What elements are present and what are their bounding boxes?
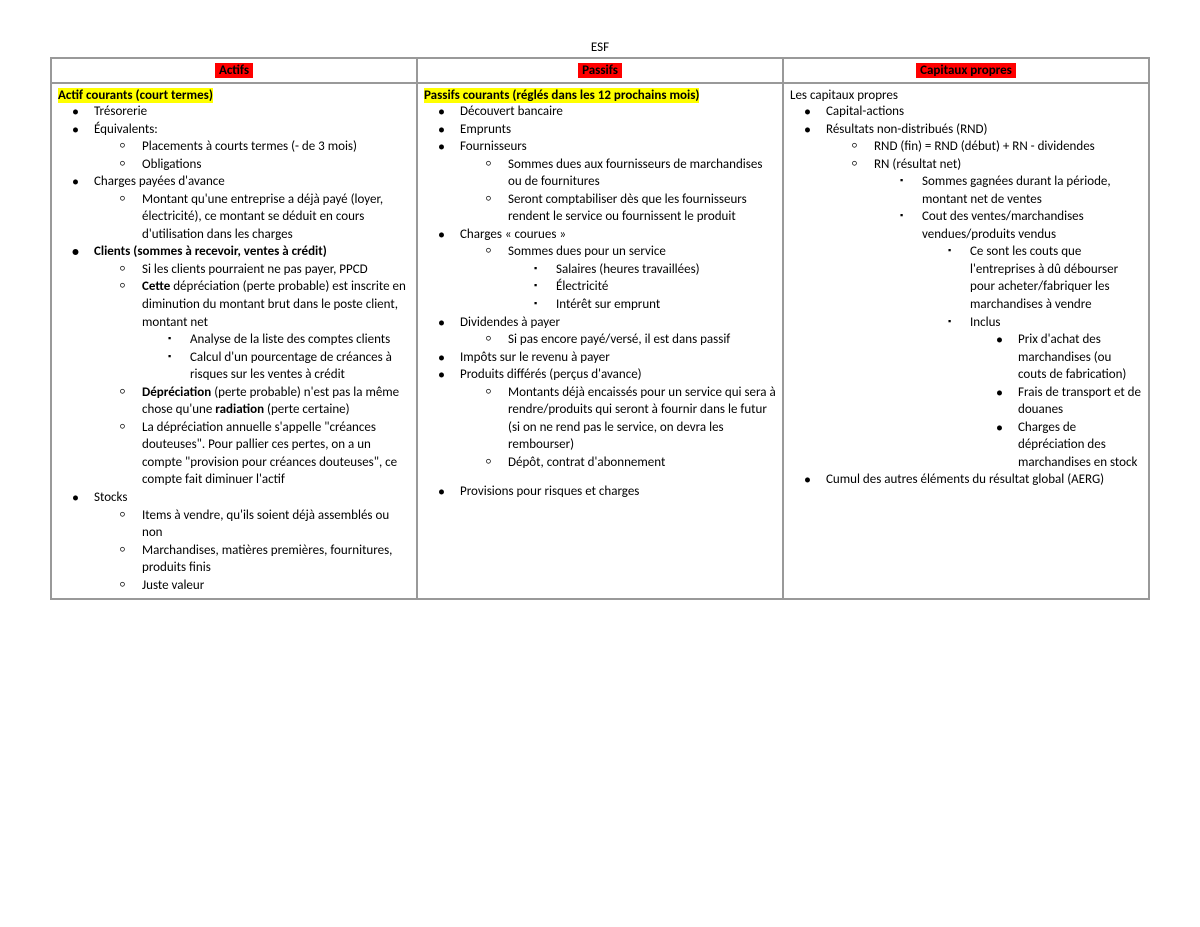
list-item: Fournisseurs — [460, 138, 776, 156]
list-item: Électricité — [556, 278, 776, 296]
list-item: Sommes dues pour un service — [508, 243, 776, 261]
capitaux-header: Capitaux propres — [916, 63, 1016, 78]
actifs-body: Actif courants (court termes) Trésorerie… — [51, 83, 417, 599]
list-item: Stocks — [94, 489, 410, 507]
list-item: Marchandises, matières premières, fourni… — [142, 542, 410, 577]
capitaux-section-title: Les capitaux propres — [790, 88, 898, 103]
list-item: Cumul des autres éléments du résultat gl… — [826, 471, 1142, 489]
list-item: Si pas encore payé/versé, il est dans pa… — [508, 331, 776, 349]
list-item: Résultats non-distribués (RND) — [826, 121, 1142, 139]
list-item: Montant qu'une entreprise a déjà payé (l… — [142, 191, 410, 244]
list-item: Dividendes à payer — [460, 314, 776, 332]
list-item: Trésorerie — [94, 103, 410, 121]
passifs-header: Passifs — [578, 63, 622, 78]
capitaux-header-cell: Capitaux propres — [783, 58, 1149, 83]
passifs-header-cell: Passifs — [417, 58, 783, 83]
list-item: Juste valeur — [142, 577, 410, 595]
list-item: Ce sont les couts que l'entreprises à dû… — [970, 243, 1142, 313]
list-item: Découvert bancaire — [460, 103, 776, 121]
list-item: Impôts sur le revenu à payer — [460, 349, 776, 367]
list-item: Montants déjà encaissés pour un service … — [508, 384, 776, 454]
list-item: Cout des ventes/marchandises vendues/pro… — [922, 208, 1142, 243]
list-item: Clients (sommes à recevoir, ventes à cré… — [94, 243, 410, 261]
list-item: RN (résultat net) — [874, 156, 1142, 174]
list-item: Produits différés (perçus d'avance) — [460, 366, 776, 384]
list-item: Charges payées d'avance — [94, 173, 410, 191]
list-item: Frais de transport et de douanes — [1018, 384, 1142, 419]
passifs-section-title: Passifs courants (réglés dans les 12 pro… — [424, 88, 699, 103]
list-item: Cette Cette dépréciation (perte probable… — [142, 278, 410, 331]
list-item: Calcul d'un pourcentage de créances à ri… — [190, 349, 410, 384]
actifs-header-cell: Actifs — [51, 58, 417, 83]
passifs-body: Passifs courants (réglés dans les 12 pro… — [417, 83, 783, 599]
list-item: Équivalents: — [94, 121, 410, 139]
list-item: Charges de dépréciation des marchandises… — [1018, 419, 1142, 472]
list-item: Provisions pour risques et charges — [460, 483, 776, 501]
list-item: La dépréciation annuelle s'appelle "créa… — [142, 419, 410, 489]
list-item: Emprunts — [460, 121, 776, 139]
list-item: Items à vendre, qu'ils soient déjà assem… — [142, 507, 410, 542]
list-item: Sommes dues aux fournisseurs de marchand… — [508, 156, 776, 191]
list-item: Prix d'achat des marchandises (ou couts … — [1018, 331, 1142, 384]
list-item: Salaires (heures travaillées) — [556, 261, 776, 279]
list-item: Charges « courues » — [460, 226, 776, 244]
list-item: Analyse de la liste des comptes clients — [190, 331, 410, 349]
list-item: Seront comptabiliser dès que les fournis… — [508, 191, 776, 226]
list-item: RND (fin) = RND (début) + RN - dividende… — [874, 138, 1142, 156]
list-item: Dépréciation (perte probable) n'est pas … — [142, 384, 410, 419]
page-title: ESF — [50, 40, 1150, 55]
actifs-header: Actifs — [215, 63, 253, 78]
list-item: Dépôt, contrat d'abonnement — [508, 454, 776, 472]
list-item: Placements à courts termes (- de 3 mois) — [142, 138, 410, 156]
capitaux-body: Les capitaux propres Capital-actions Rés… — [783, 83, 1149, 599]
list-item: Obligations — [142, 156, 410, 174]
list-item: Sommes gagnées durant la période, montan… — [922, 173, 1142, 208]
list-item: Capital-actions — [826, 103, 1142, 121]
list-item: Intérêt sur emprunt — [556, 296, 776, 314]
list-item: Inclus — [970, 314, 1142, 332]
list-item: Si les clients pourraient ne pas payer, … — [142, 261, 410, 279]
actifs-section-title: Actif courants (court termes) — [58, 88, 213, 103]
esf-table: Actifs Passifs Capitaux propres Actif co… — [50, 57, 1150, 600]
